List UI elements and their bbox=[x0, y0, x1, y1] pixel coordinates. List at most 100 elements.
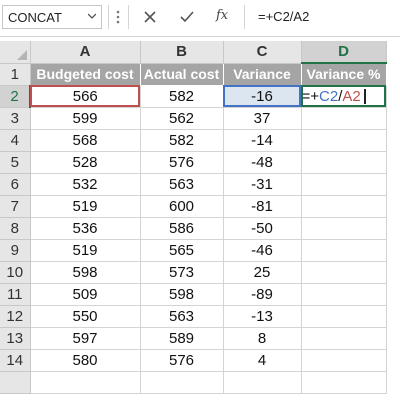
cell-budgeted[interactable]: 599 bbox=[30, 107, 141, 130]
insert-function-button[interactable]: fx bbox=[216, 8, 229, 23]
cell-budgeted[interactable]: 519 bbox=[30, 195, 141, 218]
empty-cell[interactable] bbox=[301, 371, 387, 394]
formula-input[interactable]: =+C2/A2 bbox=[258, 9, 310, 24]
empty-cell[interactable] bbox=[30, 371, 141, 394]
cell-actual[interactable]: 582 bbox=[140, 129, 224, 152]
cell-variance-pct[interactable] bbox=[301, 195, 387, 218]
header-cell-variance-pct[interactable]: Variance % bbox=[301, 63, 387, 86]
text-cursor bbox=[363, 89, 366, 105]
cell-variance-pct[interactable] bbox=[301, 173, 387, 196]
cell-variance-pct[interactable] bbox=[301, 261, 387, 284]
check-icon bbox=[180, 11, 194, 23]
cell-budgeted[interactable]: 580 bbox=[30, 349, 141, 372]
cell-actual[interactable]: 562 bbox=[140, 107, 224, 130]
cell-variance[interactable]: -48 bbox=[223, 151, 302, 174]
cell-b2[interactable]: 582 bbox=[140, 85, 224, 108]
select-all-button[interactable] bbox=[0, 41, 31, 64]
row-header[interactable]: 10 bbox=[0, 261, 31, 284]
row-header[interactable]: 3 bbox=[0, 107, 31, 130]
cell-variance-pct[interactable] bbox=[301, 217, 387, 240]
formula-operator: / bbox=[338, 87, 343, 105]
cell-variance-pct[interactable] bbox=[301, 283, 387, 306]
cell-budgeted[interactable]: 597 bbox=[30, 327, 141, 350]
header-cell-actual[interactable]: Actual cost bbox=[140, 63, 224, 86]
divider bbox=[244, 5, 245, 29]
column-header-d[interactable]: D bbox=[301, 41, 387, 64]
row-header[interactable]: 8 bbox=[0, 217, 31, 240]
row-header[interactable]: 11 bbox=[0, 283, 31, 306]
row-header[interactable]: 12 bbox=[0, 305, 31, 328]
name-box[interactable]: CONCAT bbox=[2, 5, 102, 29]
cell-budgeted[interactable]: 568 bbox=[30, 129, 141, 152]
header-cell-variance[interactable]: Variance bbox=[223, 63, 302, 86]
column-header-a[interactable]: A bbox=[30, 41, 141, 64]
cell-budgeted[interactable]: 509 bbox=[30, 283, 141, 306]
formula-ref-a2: A2 bbox=[342, 87, 361, 105]
formula-bar: CONCAT fx =+C2/A2 bbox=[0, 0, 400, 37]
cell-actual[interactable]: 576 bbox=[140, 349, 224, 372]
row-header[interactable]: 14 bbox=[0, 349, 31, 372]
row-header[interactable]: 1 bbox=[0, 63, 31, 86]
cell-budgeted[interactable]: 598 bbox=[30, 261, 141, 284]
header-cell-budgeted[interactable]: Budgeted cost bbox=[30, 63, 141, 86]
row-header[interactable]: 5 bbox=[0, 151, 31, 174]
spreadsheet-grid: A B C D 1 Budgeted cost Actual cost Vari… bbox=[0, 41, 387, 394]
formula-ref-c2: C2 bbox=[319, 87, 339, 105]
row-header[interactable]: 13 bbox=[0, 327, 31, 350]
cell-variance-pct[interactable] bbox=[301, 239, 387, 262]
cell-actual[interactable]: 589 bbox=[140, 327, 224, 350]
cell-variance-pct[interactable] bbox=[301, 107, 387, 130]
row-header[interactable]: 7 bbox=[0, 195, 31, 218]
cell-actual[interactable]: 565 bbox=[140, 239, 224, 262]
cell-variance[interactable]: 37 bbox=[223, 107, 302, 130]
cell-variance-pct[interactable] bbox=[301, 129, 387, 152]
empty-cell[interactable] bbox=[140, 371, 224, 394]
empty-cell[interactable] bbox=[223, 371, 302, 394]
cell-budgeted[interactable]: 550 bbox=[30, 305, 141, 328]
cell-a2[interactable]: 566 bbox=[30, 85, 141, 108]
cell-budgeted[interactable]: 519 bbox=[30, 239, 141, 262]
cell-variance-pct[interactable] bbox=[301, 327, 387, 350]
cell-variance[interactable]: -89 bbox=[223, 283, 302, 306]
column-header-c[interactable]: C bbox=[223, 41, 302, 64]
cell-actual[interactable]: 576 bbox=[140, 151, 224, 174]
cell-variance[interactable]: -50 bbox=[223, 217, 302, 240]
cancel-button[interactable] bbox=[139, 6, 161, 28]
name-box-value: CONCAT bbox=[8, 10, 62, 25]
row-header[interactable] bbox=[0, 371, 31, 394]
cell-variance-pct[interactable] bbox=[301, 305, 387, 328]
cell-variance[interactable]: -81 bbox=[223, 195, 302, 218]
cell-actual[interactable]: 563 bbox=[140, 173, 224, 196]
enter-button[interactable] bbox=[176, 6, 198, 28]
cell-budgeted[interactable]: 528 bbox=[30, 151, 141, 174]
cell-variance[interactable]: -13 bbox=[223, 305, 302, 328]
cell-d2-active-editor[interactable]: =+C2/A2 bbox=[301, 85, 387, 108]
cell-c2[interactable]: -16 bbox=[223, 85, 302, 108]
cell-actual[interactable]: 573 bbox=[140, 261, 224, 284]
divider bbox=[108, 5, 109, 29]
row-header[interactable]: 4 bbox=[0, 129, 31, 152]
chevron-down-icon[interactable] bbox=[88, 12, 96, 20]
row-header[interactable]: 2 bbox=[0, 85, 31, 108]
cell-actual[interactable]: 563 bbox=[140, 305, 224, 328]
cell-variance-pct[interactable] bbox=[301, 349, 387, 372]
formula-prefix: =+ bbox=[301, 87, 320, 105]
row-header[interactable]: 6 bbox=[0, 173, 31, 196]
row-header[interactable]: 9 bbox=[0, 239, 31, 262]
cell-actual[interactable]: 586 bbox=[140, 217, 224, 240]
cell-actual[interactable]: 600 bbox=[140, 195, 224, 218]
cell-budgeted[interactable]: 532 bbox=[30, 173, 141, 196]
column-header-b[interactable]: B bbox=[140, 41, 224, 64]
cell-variance[interactable]: 4 bbox=[223, 349, 302, 372]
close-icon bbox=[144, 11, 156, 23]
cell-variance[interactable]: 25 bbox=[223, 261, 302, 284]
cell-variance[interactable]: 8 bbox=[223, 327, 302, 350]
cell-variance[interactable]: -46 bbox=[223, 239, 302, 262]
more-options-icon[interactable] bbox=[116, 9, 120, 25]
cell-variance[interactable]: -14 bbox=[223, 129, 302, 152]
cell-variance-pct[interactable] bbox=[301, 151, 387, 174]
cell-variance[interactable]: -31 bbox=[223, 173, 302, 196]
cell-budgeted[interactable]: 536 bbox=[30, 217, 141, 240]
cell-actual[interactable]: 598 bbox=[140, 283, 224, 306]
divider bbox=[128, 5, 129, 29]
